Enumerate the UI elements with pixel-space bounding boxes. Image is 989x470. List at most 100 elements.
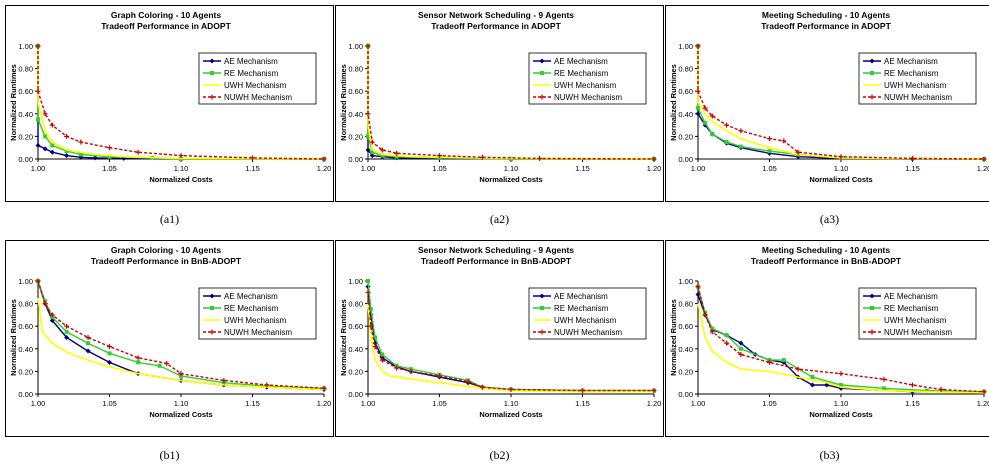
chart-panel-a1: Graph Coloring - 10 Agents Tradeoff Perfo… xyxy=(5,5,334,202)
data-point xyxy=(394,154,399,159)
data-point xyxy=(767,359,772,365)
data-point xyxy=(695,43,701,49)
x-axis-label: Normalized Costs xyxy=(809,175,872,184)
chart-panel-a3: Meeting Scheduling - 10 Agents Tradeoff P… xyxy=(665,5,989,202)
chart-panel-b3: Meeting Scheduling - 10 Agents Tradeoff P… xyxy=(665,240,989,437)
legend-marker xyxy=(540,71,544,75)
series-line xyxy=(37,280,325,389)
series-3 xyxy=(365,289,657,394)
chart-subtitle: Tradeoff Performance in ADOPT xyxy=(431,21,561,31)
legend-label: NUWH Mechanism xyxy=(554,93,622,102)
data-point xyxy=(42,111,48,117)
data-point xyxy=(580,388,585,394)
legend-marker xyxy=(870,71,874,75)
series-line xyxy=(367,46,655,160)
data-point xyxy=(366,279,370,283)
data-point xyxy=(49,122,55,128)
x-tick-label: 1.20 xyxy=(317,399,332,408)
series-3 xyxy=(35,278,327,391)
data-point xyxy=(78,152,83,157)
data-point xyxy=(738,346,743,351)
data-point xyxy=(394,365,400,371)
y-tick-label: 0.40 xyxy=(18,345,33,354)
y-axis-label: Normalized Runtimes xyxy=(9,64,18,141)
data-point xyxy=(738,128,744,134)
y-tick-label: 0.40 xyxy=(678,345,693,354)
y-tick-label: 0.60 xyxy=(348,87,363,96)
data-point xyxy=(368,323,374,329)
data-point xyxy=(710,132,715,137)
chart-svg-b2: Sensor Network Scheduling - 9 AgentsTrad… xyxy=(339,245,661,419)
caption-b3: (b3) xyxy=(819,448,840,462)
data-point xyxy=(178,153,184,159)
legend-marker xyxy=(209,94,215,100)
x-tick-label: 1.10 xyxy=(834,164,849,173)
caption-b1: (b1) xyxy=(159,448,180,462)
y-tick-label: 0.20 xyxy=(18,132,33,141)
data-point xyxy=(537,155,543,161)
legend-label: RE Mechanism xyxy=(884,69,939,78)
data-point xyxy=(370,150,375,155)
legend-label: UWH Mechanism xyxy=(554,81,617,90)
data-point xyxy=(379,147,385,153)
data-point xyxy=(710,326,715,331)
chart-title: Meeting Scheduling - 10 Agents xyxy=(762,245,890,255)
data-point xyxy=(50,143,55,148)
series-line xyxy=(37,297,325,391)
data-point xyxy=(695,284,701,290)
x-tick-label: 1.05 xyxy=(432,399,447,408)
series-2 xyxy=(697,46,985,160)
series-3 xyxy=(35,43,327,162)
data-point xyxy=(724,140,729,145)
y-tick-label: 1.00 xyxy=(678,277,693,286)
y-tick-label: 0.80 xyxy=(678,65,693,74)
x-tick-label: 1.00 xyxy=(691,399,706,408)
y-tick-label: 0.00 xyxy=(18,155,33,164)
x-tick-label: 1.15 xyxy=(905,399,920,408)
legend-marker xyxy=(539,293,545,299)
legend-label: UWH Mechanism xyxy=(224,316,287,325)
y-tick-label: 0.80 xyxy=(348,300,363,309)
data-point xyxy=(695,88,701,94)
x-tick-label: 1.20 xyxy=(317,164,332,173)
series-3 xyxy=(695,43,987,162)
y-tick-label: 0.20 xyxy=(678,367,693,376)
x-tick-label: 1.00 xyxy=(361,399,376,408)
data-point xyxy=(49,149,55,155)
data-point xyxy=(702,312,708,318)
data-point xyxy=(938,386,944,392)
data-point xyxy=(738,351,744,357)
data-point xyxy=(49,312,55,318)
series-line xyxy=(697,294,984,393)
data-point xyxy=(35,43,41,49)
data-point xyxy=(365,111,371,117)
chart-title: Meeting Scheduling - 10 Agents xyxy=(762,10,890,20)
x-tick-label: 1.20 xyxy=(977,164,989,173)
y-tick-label: 0.60 xyxy=(348,322,363,331)
series-3 xyxy=(695,284,987,395)
x-tick-label: 1.10 xyxy=(504,164,519,173)
data-point xyxy=(465,379,471,385)
data-point xyxy=(380,153,385,158)
y-tick-label: 0.80 xyxy=(678,300,693,309)
y-tick-label: 0.40 xyxy=(678,110,693,119)
y-tick-label: 0.40 xyxy=(348,345,363,354)
data-point xyxy=(981,156,987,162)
data-point xyxy=(107,359,112,365)
chart-title: Graph Coloring - 10 Agents xyxy=(111,245,221,255)
x-tick-label: 1.10 xyxy=(504,399,519,408)
data-point xyxy=(250,155,255,161)
legend-marker xyxy=(869,293,875,299)
y-tick-label: 0.00 xyxy=(678,155,693,164)
x-tick-label: 1.00 xyxy=(691,164,706,173)
data-point xyxy=(479,384,485,390)
data-point xyxy=(365,147,371,153)
y-tick-label: 0.20 xyxy=(348,367,363,376)
data-point xyxy=(881,376,887,382)
legend-marker xyxy=(209,329,215,335)
data-point xyxy=(738,340,744,346)
y-tick-label: 0.80 xyxy=(18,65,33,74)
chart-panel-b2: Sensor Network Scheduling - 9 Agents Trad… xyxy=(335,240,664,437)
